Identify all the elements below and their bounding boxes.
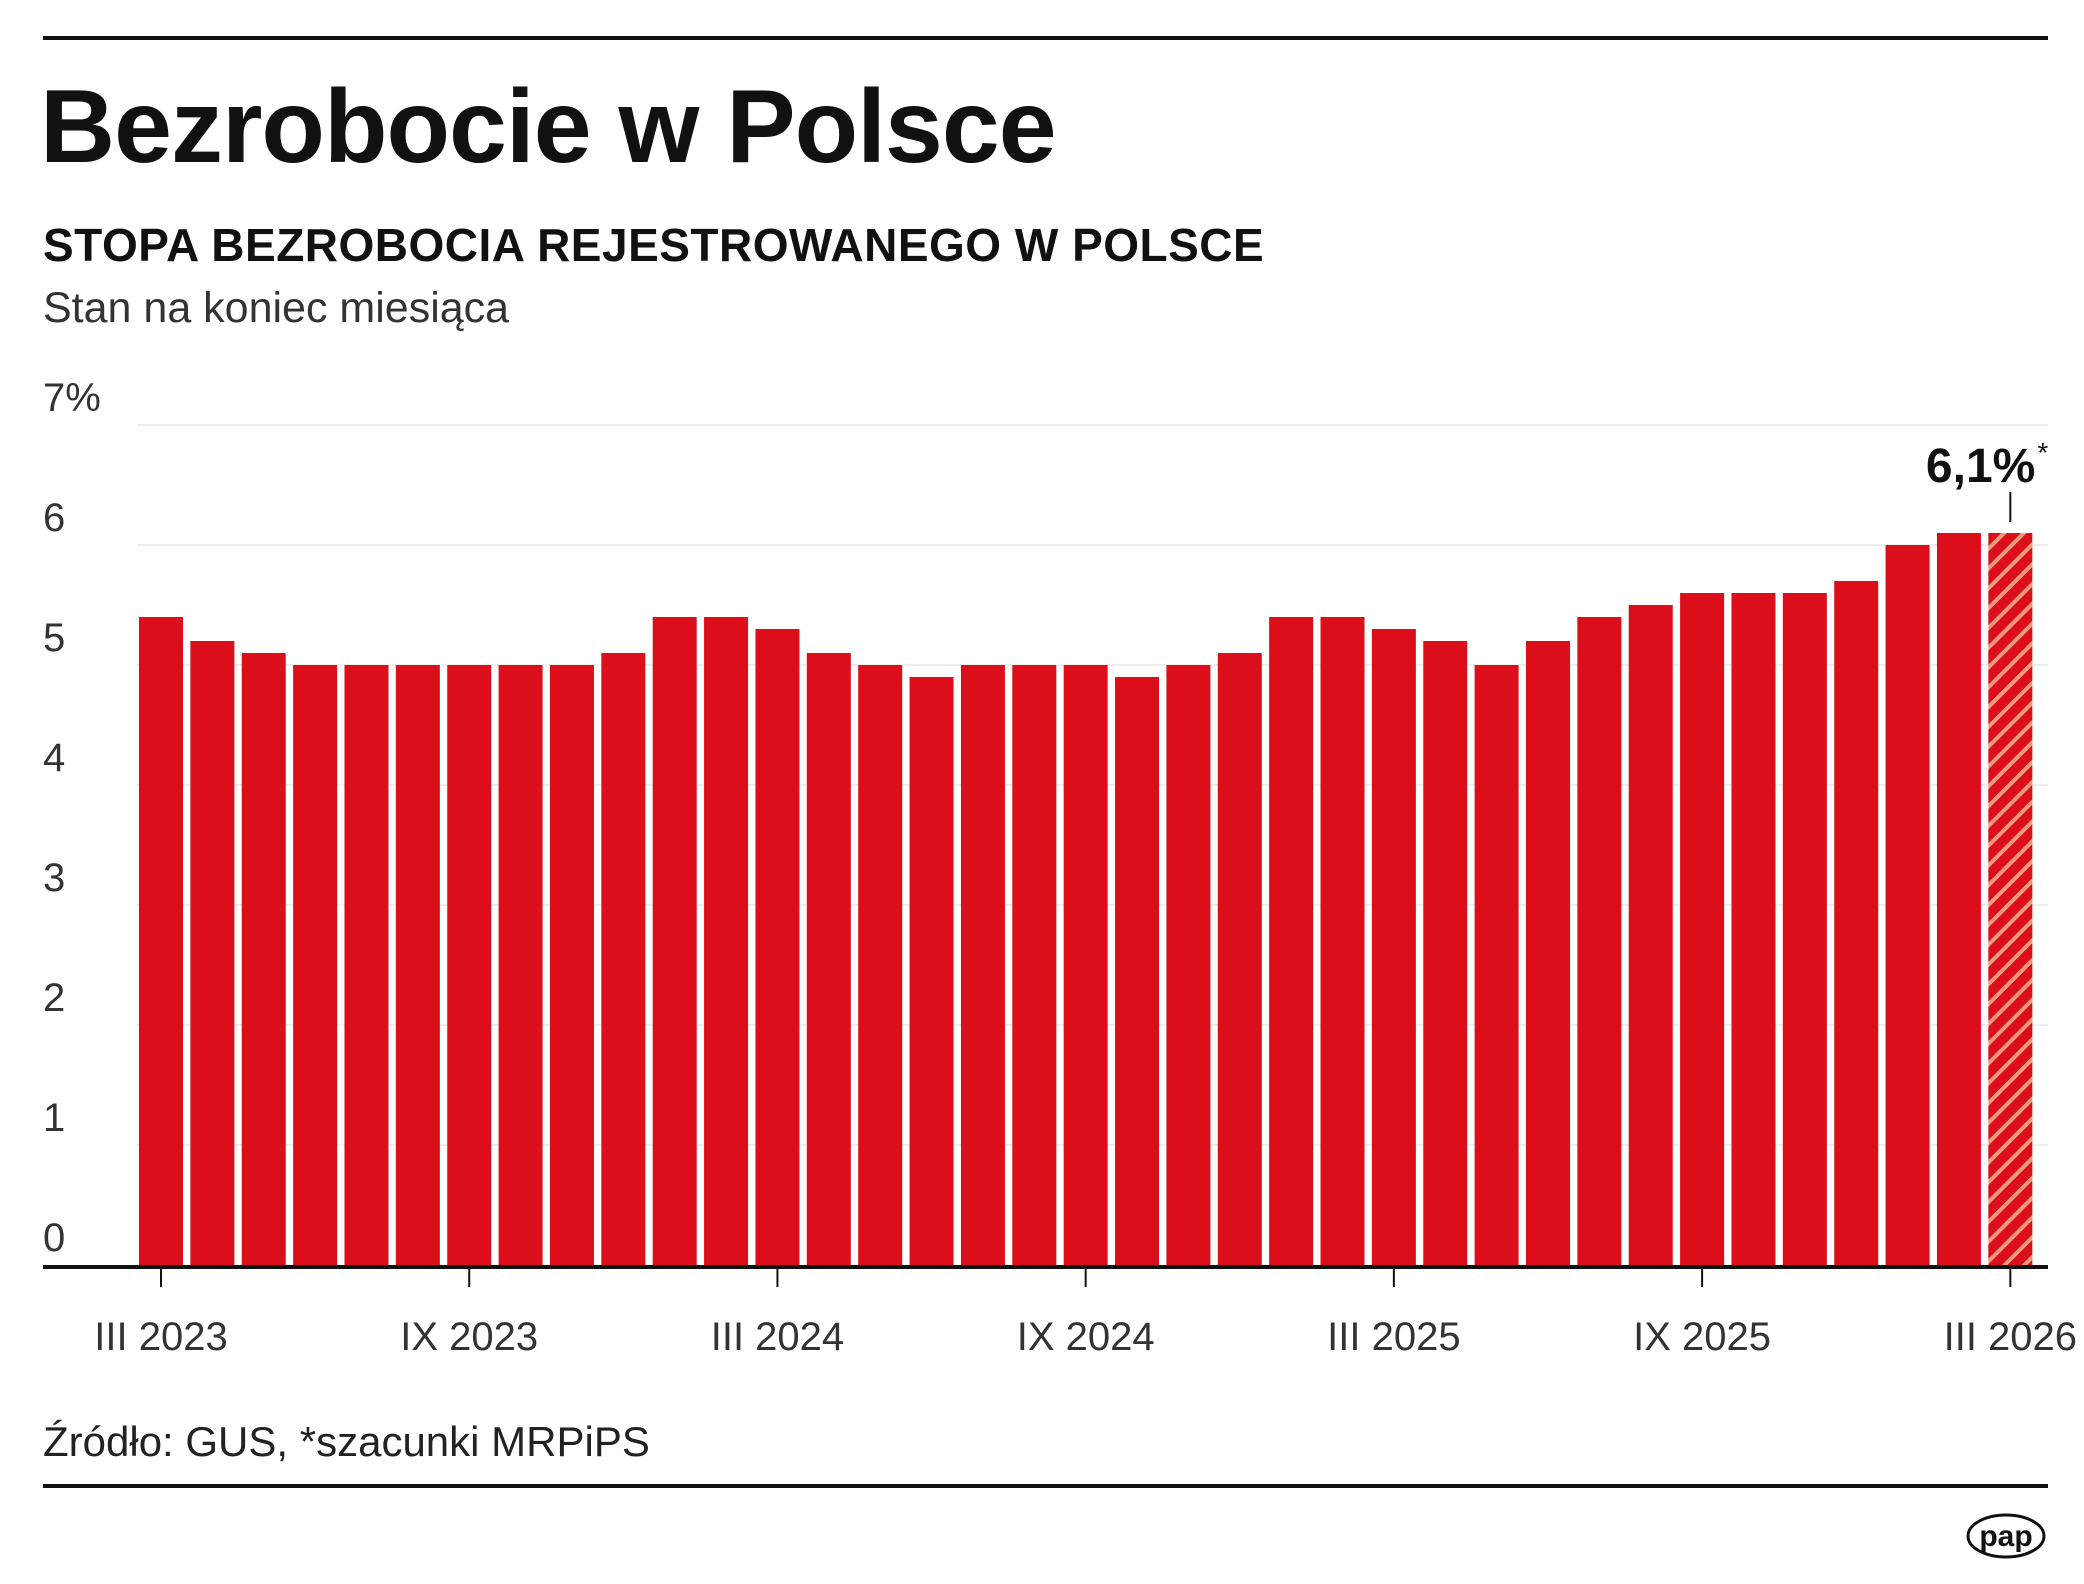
bar <box>1166 665 1211 1265</box>
chart-note: Stan na koniec miesiąca <box>43 284 510 332</box>
chart-subtitle: STOPA BEZROBOCIA REJESTROWANEGO W POLSCE <box>43 219 1265 271</box>
bar <box>293 665 338 1265</box>
bar <box>1115 677 1160 1265</box>
x-tick-label: IX 2024 <box>1017 1315 1155 1359</box>
bar <box>704 617 749 1265</box>
bar <box>190 641 235 1265</box>
bar <box>241 653 286 1265</box>
y-tick-label: 2 <box>43 976 65 1020</box>
bar <box>806 653 851 1265</box>
y-tick-label: 0 <box>43 1216 65 1260</box>
bar <box>1320 617 1365 1265</box>
pap-logo: pap <box>1966 1513 2046 1559</box>
bar <box>1577 617 1622 1265</box>
bar <box>1474 665 1519 1265</box>
bar <box>1063 665 1108 1265</box>
x-tick-label: IX 2025 <box>1633 1315 1771 1359</box>
y-tick-label: 3 <box>43 856 65 900</box>
bar <box>1371 629 1416 1265</box>
bar <box>1885 545 1930 1265</box>
bar <box>909 677 954 1265</box>
x-tick-label: IX 2023 <box>400 1315 538 1359</box>
annotation-label: 6,1% <box>1926 440 2035 493</box>
bar <box>1782 593 1827 1265</box>
bar <box>344 665 389 1265</box>
x-tick-label: III 2025 <box>1327 1315 1460 1359</box>
x-tick-label: III 2026 <box>1944 1315 2077 1359</box>
bar <box>549 665 594 1265</box>
y-tick-label: 1 <box>43 1096 65 1140</box>
bar <box>1731 593 1776 1265</box>
source-note: Źródło: GUS, *szacunki MRPiPS <box>43 1418 650 1465</box>
bar <box>1012 665 1057 1265</box>
bar <box>139 617 183 1265</box>
bar <box>447 665 492 1265</box>
bar <box>1217 653 1262 1265</box>
svg-text:pap: pap <box>1979 1520 2032 1553</box>
y-tick-label: 4 <box>43 736 65 780</box>
bar <box>1936 533 1981 1265</box>
bar <box>1628 605 1673 1265</box>
y-tick-label: 5 <box>43 616 65 660</box>
bar <box>601 653 646 1265</box>
annotation-asterisk: * <box>2037 437 2048 468</box>
y-tick-label: 6 <box>43 496 65 540</box>
bar <box>498 665 543 1265</box>
y-tick-label: 7% <box>43 376 101 420</box>
top-rule <box>43 36 2048 40</box>
bar <box>755 629 800 1265</box>
bar <box>1269 617 1314 1265</box>
bar <box>1423 641 1468 1265</box>
bar <box>395 665 440 1265</box>
bar <box>858 665 903 1265</box>
bar <box>960 665 1005 1265</box>
chart-title: Bezrobocie w Polsce <box>40 69 1057 185</box>
bar <box>1525 641 1570 1265</box>
x-tick-label: III 2023 <box>94 1315 227 1359</box>
x-tick-label: III 2024 <box>711 1315 844 1359</box>
bottom-rule <box>43 1484 2048 1488</box>
bar <box>1680 593 1725 1265</box>
bar <box>1834 581 1879 1265</box>
bar <box>652 617 697 1265</box>
bar-estimate <box>1988 533 2033 1265</box>
